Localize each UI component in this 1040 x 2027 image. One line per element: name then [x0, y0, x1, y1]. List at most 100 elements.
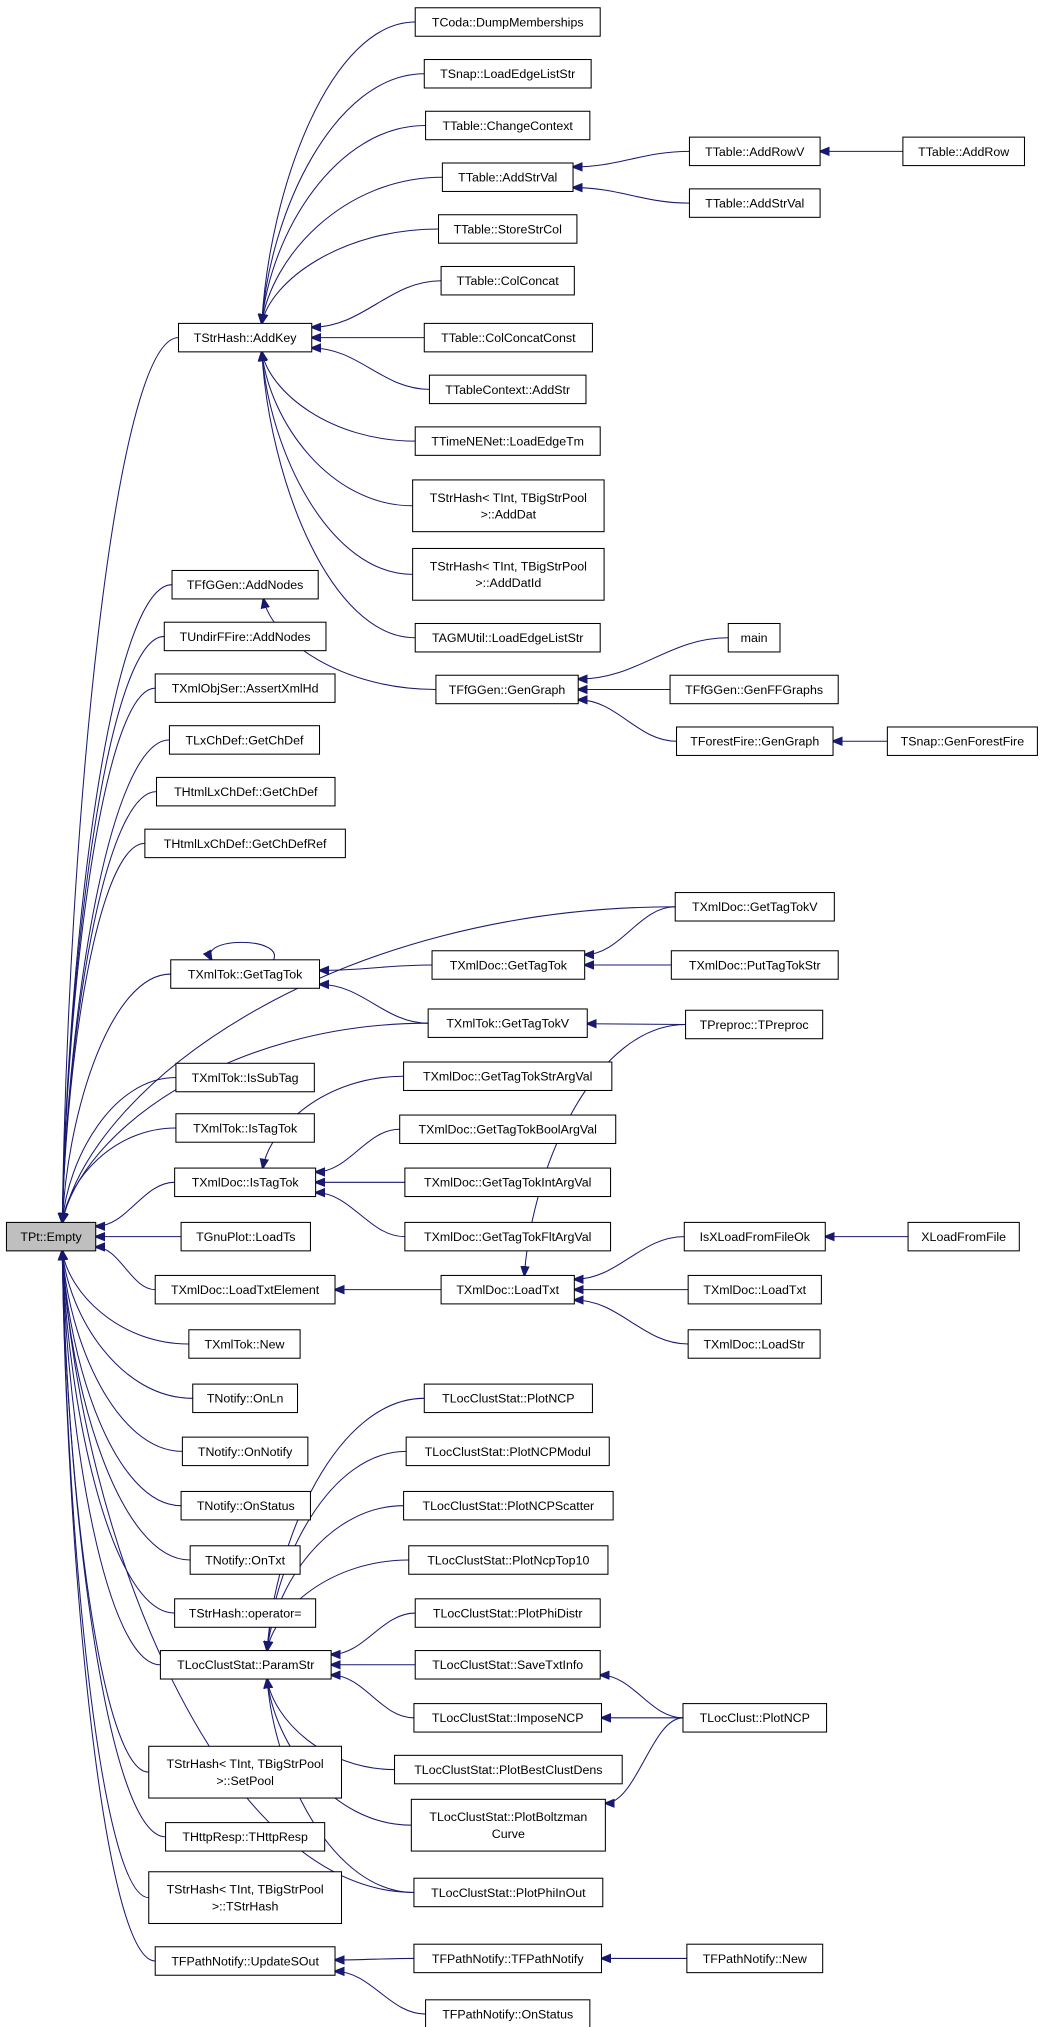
node-box — [168, 725, 321, 755]
node-paramstr[interactable]: TLocClustStat::ParamStr — [159, 1650, 332, 1680]
node-loadtxt2[interactable]: TXmlDoc::LoadTxt — [687, 1274, 822, 1305]
node-istagtok[interactable]: TXmlTok::IsTagTok — [175, 1113, 315, 1143]
call-edge-main-to-gengraph — [578, 637, 729, 679]
node-tblctx[interactable]: TTableContext::AddStr — [428, 374, 587, 405]
node-ontxt[interactable]: TNotify::OnTxt — [189, 1545, 301, 1575]
node-genforest[interactable]: TSnap::GenForestFire — [886, 726, 1038, 756]
node-addnodes[interactable]: TFfGGen::AddNodes — [171, 569, 319, 600]
node-colconcatc[interactable]: TTable::ColConcatConst — [423, 322, 593, 353]
node-label: TTimeNENet::LoadEdgeTm — [431, 435, 584, 449]
node-ncptop10[interactable]: TLocClustStat::PlotNcpTop10 — [408, 1545, 609, 1575]
node-box — [413, 1703, 603, 1733]
node-label: THtmlLxChDef::GetChDef — [174, 785, 318, 799]
node-ffgen[interactable]: TForestFire::GenGraph — [676, 726, 834, 756]
node-addrow[interactable]: TTable::AddRow — [902, 136, 1025, 167]
node-box — [414, 7, 601, 37]
node-empty[interactable]: TPt::Empty — [5, 1221, 97, 1252]
node-agm[interactable]: TAGMUtil::LoadEdgeListStr — [414, 622, 601, 653]
node-adddatid[interactable]: TStrHash< TInt, TBigStrPool>::AddDatId — [412, 547, 605, 601]
node-addstrval[interactable]: TTable::AddStrVal — [441, 162, 574, 192]
node-box — [413, 1943, 603, 1974]
node-savetxt[interactable]: TLocClustStat::SaveTxtInfo — [414, 1650, 601, 1680]
node-undir[interactable]: TUndirFFire::AddNodes — [163, 621, 327, 652]
call-edge-tstrhash-to-empty — [62, 1251, 149, 1899]
node-loadstr[interactable]: TXmlDoc::LoadStr — [687, 1329, 821, 1359]
call-edge-xtgettagtok-to-empty — [62, 973, 171, 1222]
node-puttag[interactable]: TXmlDoc::PutTagTokStr — [670, 950, 839, 980]
node-bestclust[interactable]: TLocClustStat::PlotBestClustDens — [394, 1754, 623, 1785]
node-httpresp[interactable]: THttpResp::THttpResp — [165, 1822, 326, 1852]
node-xtnew[interactable]: TXmlTok::New — [188, 1329, 301, 1359]
node-strarg[interactable]: TXmlDoc::GetTagTokStrArgVal — [403, 1061, 613, 1091]
node-setpool[interactable]: TStrHash< TInt, TBigStrPool>::SetPool — [148, 1745, 343, 1799]
node-onln[interactable]: TNotify::OnLn — [192, 1383, 299, 1414]
node-lxch[interactable]: TLxChDef::GetChDef — [168, 725, 321, 755]
node-genff[interactable]: TFfGGen::GenFFGraphs — [669, 674, 839, 705]
node-label: >::AddDatId — [475, 576, 541, 590]
node-plotncp[interactable]: TLocClustStat::PlotNCP — [423, 1383, 593, 1414]
node-xdistagtok[interactable]: TXmlDoc::IsTagTok — [174, 1167, 317, 1198]
node-ncpscatter[interactable]: TLocClustStat::PlotNCPScatter — [403, 1490, 614, 1521]
node-main[interactable]: main — [727, 622, 781, 653]
node-box — [727, 622, 781, 653]
node-phiinout[interactable]: TLocClustStat::PlotPhiInOut — [413, 1877, 604, 1908]
node-issubtag[interactable]: TXmlTok::IsSubTag — [175, 1062, 315, 1093]
node-gengraph[interactable]: TFfGGen::GenGraph — [435, 674, 579, 705]
node-phidistr[interactable]: TLocClustStat::PlotPhiDistr — [414, 1598, 601, 1628]
node-snapload[interactable]: TSnap::LoadEdgeListStr — [423, 59, 592, 89]
node-intarg[interactable]: TXmlDoc::GetTagTokIntArgVal — [404, 1167, 612, 1198]
node-xdgettagtokv[interactable]: TXmlDoc::GetTagTokV — [674, 892, 835, 922]
node-ncpmodul[interactable]: TLocClustStat::PlotNCPModul — [405, 1436, 610, 1467]
node-fltarg[interactable]: TXmlDoc::GetTagTokFltArgVal — [404, 1221, 612, 1252]
node-xload[interactable]: XLoadFromFile — [907, 1221, 1020, 1252]
node-impose[interactable]: TLocClustStat::ImposeNCP — [413, 1703, 603, 1733]
node-chctx[interactable]: TTable::ChangeContext — [425, 110, 591, 141]
node-updatesout[interactable]: TFPathNotify::UpdateSOut — [154, 1946, 336, 1976]
call-edge-xtgettagtok-to-xtgettagtok — [210, 941, 275, 959]
node-lcplotncp[interactable]: TLocClust::PlotNCP — [682, 1703, 828, 1733]
node-label: TTable::ColConcat — [457, 274, 560, 288]
node-addstrval2[interactable]: TTable::AddStrVal — [688, 188, 821, 218]
call-edge-onstatus-to-empty — [62, 1251, 182, 1507]
node-coda[interactable]: TCoda::DumpMemberships — [414, 7, 601, 37]
node-opeq[interactable]: TStrHash::operator= — [174, 1598, 317, 1628]
node-box — [410, 1798, 606, 1852]
node-loadtxt[interactable]: TXmlDoc::LoadTxt — [440, 1274, 575, 1305]
node-label: TStrHash::AddKey — [194, 331, 298, 345]
node-box — [189, 1545, 301, 1575]
node-label: TFPathNotify::TFPathNotify — [432, 1952, 584, 1966]
node-fpnew[interactable]: TFPathNotify::New — [686, 1943, 824, 1974]
node-adddat[interactable]: TStrHash< TInt, TBigStrPool>::AddDat — [412, 479, 605, 533]
node-box — [687, 1274, 822, 1305]
node-assert[interactable]: TXmlObjSer::AssertXmlHd — [154, 673, 336, 703]
node-addrowv[interactable]: TTable::AddRowV — [688, 136, 821, 167]
node-addkey[interactable]: TStrHash::AddKey — [177, 322, 313, 353]
node-label: TNotify::OnLn — [207, 1392, 284, 1406]
node-label: >::TStrHash — [212, 1899, 279, 1913]
call-edge-adddat-to-addkey — [262, 352, 413, 507]
node-loadtxtel[interactable]: TXmlDoc::LoadTxtElement — [154, 1274, 336, 1305]
node-colconcat[interactable]: TTable::ColConcat — [440, 265, 575, 296]
node-onnotify[interactable]: TNotify::OnNotify — [181, 1436, 309, 1467]
node-tstrhash[interactable]: TStrHash< TInt, TBigStrPool>::TStrHash — [148, 1871, 343, 1925]
node-label: TTable::ColConcatConst — [441, 331, 576, 345]
node-preproc[interactable]: TPreproc::TPreproc — [685, 1009, 824, 1040]
node-timenet[interactable]: TTimeNENet::LoadEdgeTm — [414, 426, 601, 456]
node-label: TFfGGen::GenFFGraphs — [685, 683, 823, 697]
node-xtgettagtokv[interactable]: TXmlTok::GetTagTokV — [427, 1008, 588, 1038]
node-box — [414, 622, 601, 653]
node-onstatus[interactable]: TNotify::OnStatus — [180, 1490, 311, 1521]
node-isxload[interactable]: IsXLoadFromFileOk — [683, 1221, 826, 1252]
node-htmlchref[interactable]: THtmlLxChDef::GetChDefRef — [144, 828, 346, 859]
node-htmlch[interactable]: THtmlLxChDef::GetChDef — [156, 776, 336, 807]
node-label: TNotify::OnNotify — [198, 1445, 293, 1459]
node-boolarg[interactable]: TXmlDoc::GetTagTokBoolArgVal — [399, 1114, 617, 1145]
node-onstatus2[interactable]: TFPathNotify::OnStatus — [425, 1999, 591, 2027]
node-xdgettagtok[interactable]: TXmlDoc::GetTagTok — [431, 950, 586, 980]
node-storestr[interactable]: TTable::StoreStrCol — [437, 214, 578, 244]
node-xtgettagtok[interactable]: TXmlTok::GetTagTok — [170, 959, 321, 989]
node-box — [405, 1436, 610, 1467]
node-fpathnotify[interactable]: TFPathNotify::TFPathNotify — [413, 1943, 603, 1974]
node-loadts[interactable]: TGnuPlot::LoadTs — [180, 1221, 311, 1252]
